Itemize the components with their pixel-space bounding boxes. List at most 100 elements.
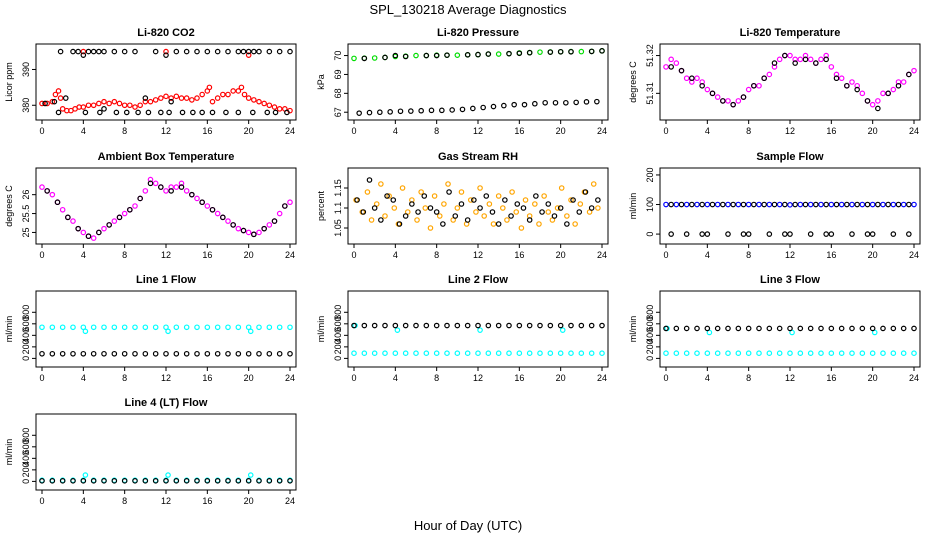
data-point bbox=[833, 201, 840, 208]
data-point bbox=[458, 201, 465, 207]
data-point bbox=[163, 52, 169, 58]
data-point bbox=[521, 101, 528, 108]
data-point bbox=[590, 181, 597, 187]
x-tick-label: 24 bbox=[285, 496, 295, 506]
data-point bbox=[570, 197, 576, 203]
data-point bbox=[756, 350, 762, 357]
data-point bbox=[106, 100, 112, 107]
data-point bbox=[880, 325, 886, 332]
data-point bbox=[745, 86, 752, 93]
data-point bbox=[504, 217, 510, 223]
data-point bbox=[152, 478, 159, 484]
y-tick-label: 1.1 bbox=[333, 202, 343, 215]
data-point bbox=[245, 478, 252, 484]
data-point bbox=[509, 189, 515, 195]
data-point bbox=[173, 478, 180, 484]
data-point bbox=[745, 201, 752, 208]
data-point bbox=[854, 201, 860, 208]
x-tick-label: 4 bbox=[393, 250, 398, 260]
x-tick-label: 20 bbox=[868, 250, 878, 260]
data-point bbox=[756, 82, 762, 89]
data-point bbox=[245, 95, 252, 101]
data-point bbox=[142, 478, 149, 484]
chart-panel-3: Li-820 Temperature 0 4 8 12 16 20 24 51.31 51.32 d… bbox=[628, 27, 921, 136]
data-point bbox=[44, 100, 50, 107]
data-point bbox=[49, 98, 56, 105]
x-tick-label: 12 bbox=[785, 373, 795, 383]
data-point bbox=[709, 90, 716, 97]
chart-title: Sample Flow bbox=[756, 151, 824, 163]
data-point bbox=[225, 48, 231, 55]
data-point bbox=[506, 350, 512, 357]
data-point bbox=[859, 90, 866, 97]
data-point bbox=[382, 54, 388, 61]
data-point bbox=[449, 107, 455, 113]
data-point bbox=[725, 98, 731, 104]
data-point bbox=[792, 201, 798, 208]
x-tick-label: 16 bbox=[514, 373, 524, 383]
data-point bbox=[127, 206, 133, 213]
data-point bbox=[689, 75, 695, 82]
data-point bbox=[90, 102, 97, 109]
data-point bbox=[771, 64, 778, 70]
data-point bbox=[520, 205, 527, 211]
data-point bbox=[771, 201, 778, 208]
data-point bbox=[489, 209, 496, 215]
x-tick-label: 12 bbox=[785, 126, 795, 136]
data-point bbox=[436, 213, 443, 219]
data-point bbox=[163, 350, 169, 357]
data-point bbox=[209, 98, 216, 105]
data-point bbox=[849, 79, 855, 85]
data-point bbox=[266, 222, 273, 228]
data-point bbox=[828, 64, 835, 70]
data-point bbox=[183, 188, 190, 194]
data-point bbox=[864, 98, 871, 104]
data-point bbox=[797, 56, 804, 63]
data-point bbox=[142, 324, 149, 331]
data-point bbox=[704, 231, 711, 237]
data-point bbox=[828, 325, 835, 332]
data-point bbox=[266, 350, 273, 357]
data-point bbox=[235, 88, 242, 94]
x-tick-label: 8 bbox=[122, 496, 127, 506]
x-tick-label: 8 bbox=[122, 373, 127, 383]
data-point bbox=[699, 231, 705, 237]
data-point bbox=[557, 322, 564, 329]
series-raw bbox=[39, 472, 293, 484]
x-tick-label: 24 bbox=[909, 126, 919, 136]
data-point bbox=[699, 79, 705, 85]
data-point bbox=[397, 108, 404, 115]
data-point bbox=[96, 48, 102, 55]
data-point bbox=[578, 48, 585, 55]
x-tick-label: 4 bbox=[393, 126, 398, 136]
data-point bbox=[802, 201, 809, 208]
data-point bbox=[392, 52, 399, 59]
data-point bbox=[875, 98, 881, 104]
data-point bbox=[152, 48, 159, 55]
data-point bbox=[906, 231, 912, 237]
x-tick-label: 12 bbox=[161, 373, 171, 383]
data-point bbox=[57, 95, 64, 101]
data-point bbox=[414, 217, 420, 223]
data-point bbox=[714, 94, 721, 100]
data-point bbox=[402, 53, 409, 60]
data-point bbox=[223, 109, 229, 116]
data-point bbox=[564, 221, 570, 227]
data-point bbox=[807, 350, 814, 357]
data-point bbox=[776, 350, 783, 357]
data-point bbox=[178, 184, 185, 190]
x-tick-label: 16 bbox=[826, 250, 836, 260]
data-point bbox=[194, 350, 200, 357]
data-point bbox=[761, 75, 767, 82]
data-point bbox=[147, 176, 154, 183]
data-point bbox=[490, 221, 497, 227]
data-point bbox=[284, 109, 290, 116]
data-point bbox=[599, 322, 605, 329]
y-tick-label: 0 bbox=[21, 356, 31, 361]
data-point bbox=[439, 107, 445, 114]
y-tick-label: 69 bbox=[333, 69, 343, 79]
data-point bbox=[541, 193, 547, 199]
